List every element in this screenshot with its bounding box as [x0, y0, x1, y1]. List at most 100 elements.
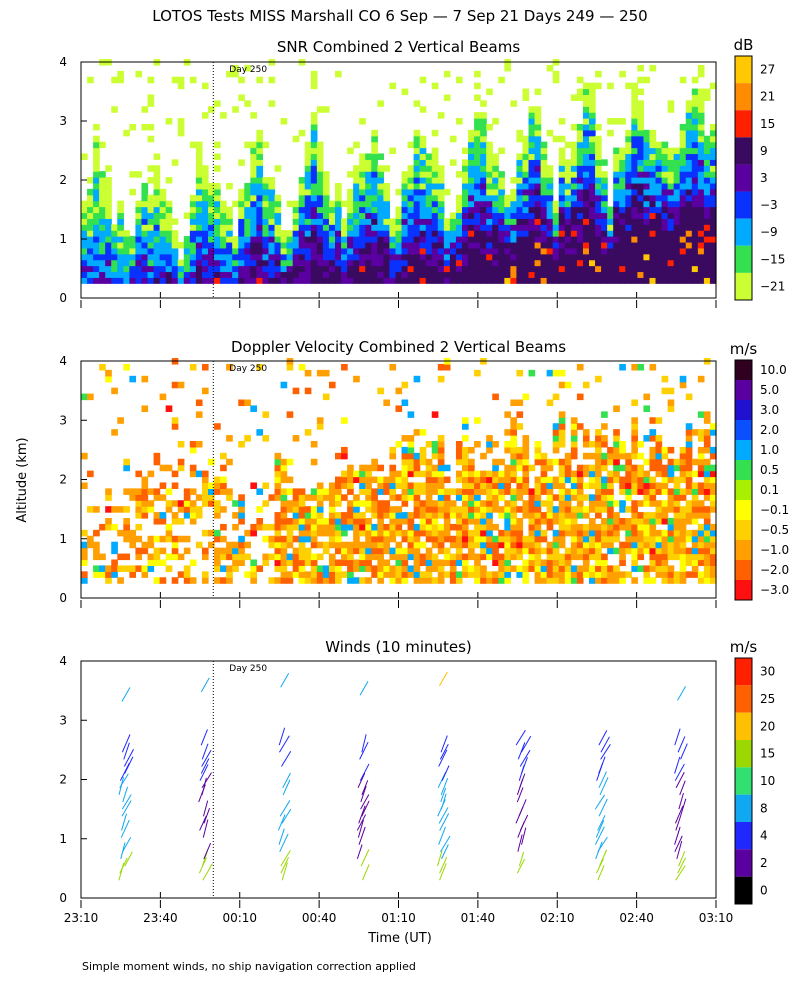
velocity-cell	[528, 494, 536, 501]
snr-cell	[474, 159, 481, 166]
snr-cell	[232, 70, 239, 78]
snr-cell	[468, 253, 475, 261]
velocity-cell	[347, 541, 354, 549]
velocity-cell	[274, 553, 282, 561]
snr-cell	[691, 224, 699, 231]
velocity-cell	[558, 500, 566, 507]
snr-cell	[389, 218, 397, 225]
velocity-cell	[522, 547, 530, 555]
snr-cell	[691, 206, 699, 214]
snr-cell	[595, 182, 602, 190]
snr-cell	[208, 247, 215, 255]
velocity-cell	[510, 464, 518, 472]
snr-cell	[105, 177, 112, 184]
velocity-cell	[643, 500, 651, 507]
velocity-cell	[709, 523, 717, 531]
velocity-cell	[504, 559, 511, 567]
snr-cell	[262, 265, 270, 273]
snr-cell	[431, 147, 439, 155]
snr-cell	[504, 241, 511, 249]
velocity-cell	[655, 529, 663, 537]
snr-cell	[697, 182, 705, 190]
snr-cell	[117, 206, 124, 214]
snr-cell	[655, 206, 663, 214]
snr-cell	[316, 271, 324, 278]
snr-cell	[673, 171, 681, 178]
snr-cell	[492, 188, 499, 196]
snr-cell	[443, 188, 451, 196]
velocity-cell	[655, 571, 663, 578]
snr-cell	[165, 259, 173, 267]
snr-cell	[383, 194, 391, 202]
snr-cell	[619, 253, 626, 261]
snr-cell	[93, 247, 100, 255]
snr-cell	[589, 159, 596, 166]
snr-cell	[214, 218, 221, 225]
velocity-cell	[637, 482, 645, 489]
snr-cell	[322, 171, 330, 178]
snr-cell	[546, 206, 554, 214]
velocity-cell	[474, 476, 481, 484]
velocity-cell	[280, 559, 288, 567]
velocity-cell	[383, 476, 391, 484]
snr-cell	[407, 277, 415, 284]
velocity-cell	[401, 577, 409, 584]
velocity-cell	[383, 512, 391, 519]
velocity-cell	[510, 429, 518, 436]
snr-cell	[534, 277, 542, 284]
velocity-cell	[274, 559, 282, 567]
velocity-cell	[619, 482, 626, 489]
snr-cell	[697, 147, 705, 155]
snr-cell	[546, 277, 554, 284]
snr-cell	[679, 265, 687, 273]
snr-cell	[335, 194, 342, 202]
velocity-cell	[389, 452, 397, 460]
snr-cell	[697, 171, 705, 178]
velocity-cell	[353, 559, 360, 567]
velocity-cell	[540, 529, 548, 537]
snr-cell	[407, 265, 415, 273]
velocity-cell	[540, 518, 548, 525]
snr-cell	[310, 159, 318, 166]
snr-cell	[546, 236, 554, 243]
snr-cell	[613, 188, 620, 196]
velocity-cell	[286, 500, 294, 507]
snr-cell	[546, 224, 554, 231]
velocity-cell	[504, 577, 511, 584]
snr-cell	[589, 224, 596, 231]
snr-cell	[462, 165, 469, 172]
snr-cell	[201, 171, 209, 178]
snr-cell	[111, 241, 118, 249]
velocity-cell	[286, 488, 294, 495]
snr-cell	[425, 259, 433, 267]
snr-cell	[637, 159, 645, 166]
velocity-cell	[673, 541, 681, 549]
wind-barb	[521, 757, 528, 774]
snr-cell	[504, 253, 511, 261]
snr-cell	[655, 230, 663, 237]
snr-cell	[298, 129, 306, 137]
velocity-cell	[649, 553, 657, 561]
snr-cell	[673, 218, 681, 225]
velocity-cell	[310, 529, 318, 537]
snr-cell	[625, 182, 632, 190]
velocity-cell	[534, 446, 542, 454]
snr-cell	[189, 259, 197, 267]
velocity-cell	[558, 512, 566, 519]
wind-barb	[680, 798, 687, 817]
velocity-cell	[709, 559, 717, 567]
velocity-cell	[328, 506, 336, 513]
snr-cell	[183, 241, 191, 249]
velocity-cell	[637, 518, 645, 525]
snr-cell	[322, 253, 330, 261]
velocity-cell	[304, 387, 312, 395]
velocity-cell	[87, 535, 94, 543]
snr-cell	[371, 200, 378, 208]
snr-cell	[407, 230, 415, 237]
snr-cell	[256, 188, 264, 196]
velocity-cell	[377, 506, 384, 513]
snr-cell	[486, 165, 493, 172]
velocity-cell	[534, 541, 542, 549]
snr-cell	[208, 236, 215, 243]
snr-cell	[419, 236, 427, 243]
